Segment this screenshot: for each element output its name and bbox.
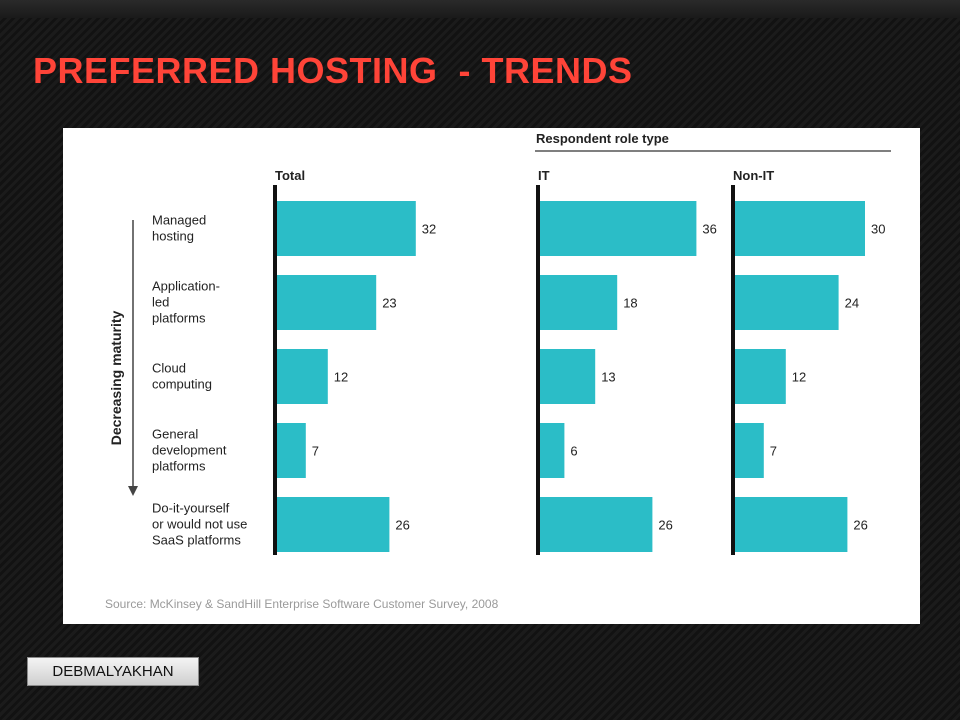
category-label-line: Application- xyxy=(152,279,220,294)
category-label-line: computing xyxy=(152,377,212,392)
top-band xyxy=(0,0,960,18)
bar xyxy=(275,349,328,404)
bar xyxy=(275,201,416,256)
data-label: 18 xyxy=(623,296,637,311)
bar xyxy=(733,275,839,330)
slide-title: PREFERRED HOSTING - TRENDS xyxy=(33,50,633,91)
data-label: 12 xyxy=(334,370,348,385)
maturity-arrow-head xyxy=(128,486,138,496)
data-label: 32 xyxy=(422,222,436,237)
category-label-line: development xyxy=(152,443,227,458)
category-label-line: platforms xyxy=(152,311,206,326)
data-label: 36 xyxy=(702,222,716,237)
category-label: General development platforms xyxy=(152,427,227,474)
category-label-line: General xyxy=(152,427,198,442)
source-note: Source: McKinsey & SandHill Enterprise S… xyxy=(105,597,499,611)
category-label: Do-it-yourself or would not use SaaS platf… xyxy=(152,501,247,548)
group-title: Respondent role type xyxy=(536,131,669,146)
category-label: Cloud computing xyxy=(152,361,212,392)
panel-title: Non-IT xyxy=(733,168,774,183)
category-label-line: Do-it-yourself xyxy=(152,501,230,516)
bar xyxy=(275,275,377,330)
bar xyxy=(538,201,697,256)
bar xyxy=(733,497,848,552)
author-badge: DEBMALYAKHAN xyxy=(27,657,199,686)
bar xyxy=(275,423,306,478)
bar xyxy=(733,423,764,478)
data-label: 7 xyxy=(312,444,319,459)
maturity-axis-label: Decreasing maturity xyxy=(108,310,124,445)
data-label: 12 xyxy=(792,370,806,385)
data-label: 26 xyxy=(395,518,409,533)
bar xyxy=(733,201,865,256)
data-label: 6 xyxy=(570,444,577,459)
category-label-line: or would not use xyxy=(152,517,247,532)
bar xyxy=(733,349,786,404)
data-label: 26 xyxy=(853,518,867,533)
bar-chart: Respondent role type Decreasing maturity M… xyxy=(105,131,891,611)
category-label-line: platforms xyxy=(152,459,206,474)
category-label-line: Managed xyxy=(152,213,206,228)
category-label-line: Cloud xyxy=(152,361,186,376)
chart-panel: Respondent role type Decreasing maturity M… xyxy=(63,128,920,624)
bar xyxy=(538,349,596,404)
data-label: 24 xyxy=(845,296,859,311)
category-label: Application-led platforms xyxy=(152,279,220,326)
category-label-line: hosting xyxy=(152,229,194,244)
bar xyxy=(538,497,653,552)
category-label-line: led xyxy=(152,295,169,310)
bar xyxy=(538,275,618,330)
category-label: Managed hosting xyxy=(152,213,206,244)
bar xyxy=(275,497,390,552)
category-label-line: SaaS platforms xyxy=(152,533,241,548)
data-label: 23 xyxy=(382,296,396,311)
data-label: 26 xyxy=(658,518,672,533)
bar xyxy=(538,423,565,478)
data-label: 7 xyxy=(770,444,777,459)
panel-title: IT xyxy=(538,168,550,183)
data-label: 13 xyxy=(601,370,615,385)
data-label: 30 xyxy=(871,222,885,237)
panel-title: Total xyxy=(275,168,305,183)
